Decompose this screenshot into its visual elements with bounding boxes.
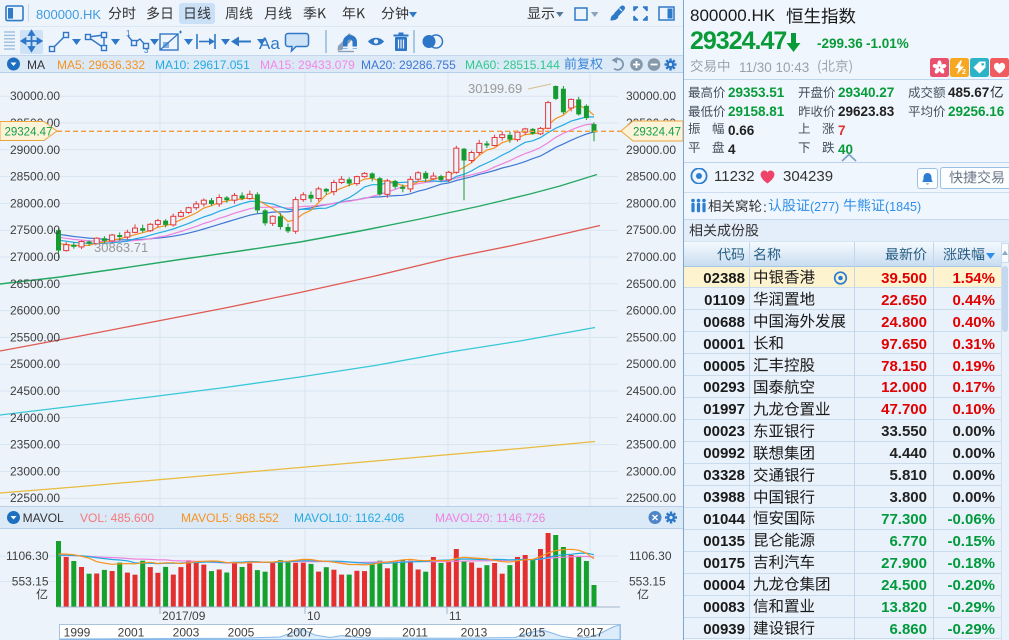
svg-text:24500.00: 24500.00: [10, 384, 60, 398]
svg-text:23000.00: 23000.00: [626, 464, 676, 478]
svg-text:30000.00: 30000.00: [626, 89, 676, 103]
svg-text:3: 3: [144, 46, 149, 55]
svg-text:25000.00: 25000.00: [10, 357, 60, 371]
svg-text:26000.00: 26000.00: [626, 304, 676, 318]
svg-text:23000.00: 23000.00: [10, 464, 60, 478]
svg-text:MAVOL20: 1146.726: MAVOL20: 1146.726: [435, 511, 546, 525]
svg-text:MAVOL5: 968.552: MAVOL5: 968.552: [181, 511, 279, 525]
svg-text:24000.00: 24000.00: [10, 411, 60, 425]
svg-text:30863.71: 30863.71: [94, 240, 148, 255]
svg-text:2009: 2009: [345, 626, 372, 640]
svg-text:2003: 2003: [173, 626, 200, 640]
svg-text:29324.47: 29324.47: [5, 126, 53, 138]
svg-text:26500.00: 26500.00: [626, 277, 676, 291]
svg-text:30000.00: 30000.00: [10, 89, 60, 103]
svg-text:23500.00: 23500.00: [10, 438, 60, 452]
svg-text:28500.00: 28500.00: [626, 170, 676, 184]
svg-text:29500.00: 29500.00: [10, 116, 60, 130]
svg-text:29000.00: 29000.00: [10, 143, 60, 157]
svg-text:11: 11: [449, 609, 462, 623]
svg-text:1106.30: 1106.30: [629, 549, 672, 563]
svg-text:27500.00: 27500.00: [10, 223, 60, 237]
svg-text:22500.00: 22500.00: [626, 491, 676, 505]
svg-text:27000.00: 27000.00: [10, 250, 60, 264]
svg-text:2015: 2015: [519, 626, 546, 640]
svg-text:2013: 2013: [461, 626, 488, 640]
svg-text:27000.00: 27000.00: [626, 250, 676, 264]
svg-text:2017/09: 2017/09: [162, 609, 206, 623]
svg-text:27500.00: 27500.00: [626, 223, 676, 237]
svg-text:29324.47: 29324.47: [633, 126, 681, 138]
svg-text:28000.00: 28000.00: [10, 196, 60, 210]
svg-text:28500.00: 28500.00: [10, 170, 60, 184]
svg-text:26500.00: 26500.00: [10, 277, 60, 291]
svg-text:MAVOL: MAVOL: [23, 511, 64, 525]
svg-text:24500.00: 24500.00: [626, 384, 676, 398]
svg-text:24000.00: 24000.00: [626, 411, 676, 425]
svg-text:2001: 2001: [118, 626, 145, 640]
svg-text:2: 2: [962, 69, 966, 76]
svg-text:10: 10: [307, 609, 321, 623]
svg-text:553.15: 553.15: [12, 575, 49, 589]
svg-text:23500.00: 23500.00: [626, 438, 676, 452]
svg-text:25500.00: 25500.00: [10, 330, 60, 344]
svg-text:25500.00: 25500.00: [626, 330, 676, 344]
svg-text:1: 1: [126, 29, 131, 38]
svg-text:MAVOL10: 1162.406: MAVOL10: 1162.406: [294, 511, 405, 525]
svg-text:1999: 1999: [64, 626, 91, 640]
svg-text:25000.00: 25000.00: [626, 357, 676, 371]
svg-text:2017: 2017: [577, 626, 604, 640]
svg-text:2005: 2005: [228, 626, 255, 640]
svg-text:29500.00: 29500.00: [626, 116, 676, 130]
svg-text:553.15: 553.15: [629, 575, 666, 589]
svg-text:26000.00: 26000.00: [10, 304, 60, 318]
svg-text:VOL: 485.600: VOL: 485.600: [80, 511, 154, 525]
svg-text:2011: 2011: [402, 626, 428, 640]
svg-text:29000.00: 29000.00: [626, 143, 676, 157]
svg-text:28000.00: 28000.00: [626, 196, 676, 210]
svg-text:Aa: Aa: [259, 34, 280, 53]
svg-text:1106.30: 1106.30: [6, 549, 49, 563]
svg-text:2007: 2007: [287, 626, 314, 640]
svg-text:22500.00: 22500.00: [10, 491, 60, 505]
svg-text:30199.69: 30199.69: [468, 81, 522, 96]
